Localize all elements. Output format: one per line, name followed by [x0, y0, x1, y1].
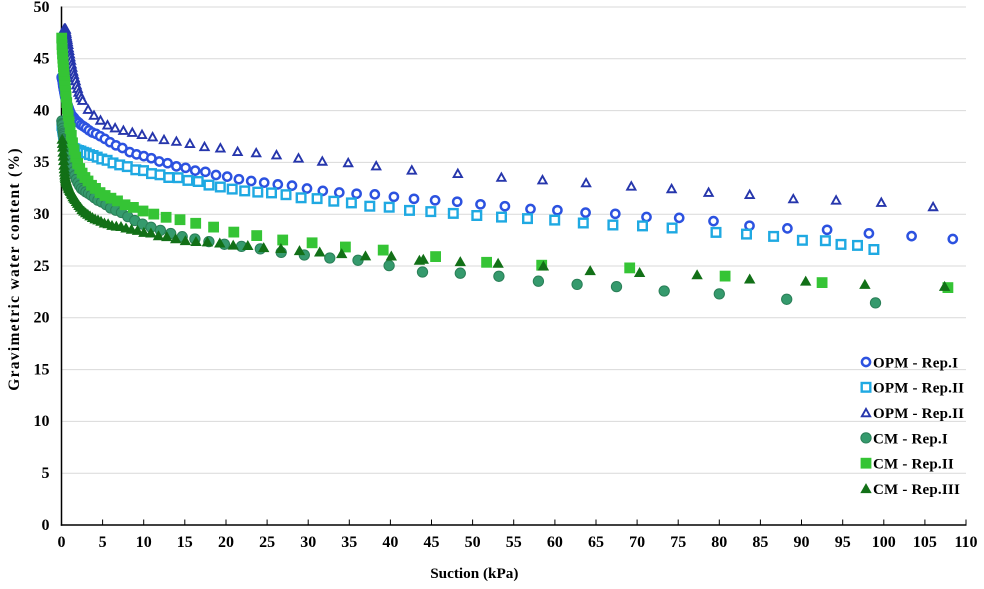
svg-text:5: 5 [99, 534, 107, 551]
svg-text:35: 35 [341, 534, 357, 551]
svg-text:20: 20 [218, 534, 234, 551]
svg-text:110: 110 [954, 534, 977, 551]
svg-text:45: 45 [424, 534, 440, 551]
svg-text:0: 0 [58, 534, 66, 551]
svg-text:0: 0 [42, 517, 50, 534]
svg-text:45: 45 [34, 51, 50, 68]
svg-text:CM - Rep.III: CM - Rep.III [873, 482, 960, 498]
svg-text:80: 80 [711, 534, 727, 551]
svg-text:40: 40 [382, 534, 398, 551]
svg-text:25: 25 [259, 534, 275, 551]
svg-text:40: 40 [34, 102, 50, 119]
svg-text:30: 30 [34, 206, 50, 223]
svg-text:20: 20 [34, 310, 50, 327]
svg-text:90: 90 [794, 534, 810, 551]
svg-text:50: 50 [34, 0, 50, 16]
svg-text:95: 95 [835, 534, 851, 551]
svg-text:OPM - Rep.II: OPM - Rep.II [873, 381, 964, 397]
svg-text:105: 105 [913, 534, 937, 551]
svg-text:Suction (kPa): Suction (kPa) [430, 565, 518, 582]
svg-text:50: 50 [465, 534, 481, 551]
svg-text:55: 55 [506, 534, 522, 551]
svg-text:OPM - Rep.II: OPM - Rep.II [873, 406, 964, 422]
svg-text:70: 70 [629, 534, 645, 551]
svg-text:10: 10 [34, 413, 50, 430]
svg-text:85: 85 [752, 534, 768, 551]
svg-text:15: 15 [177, 534, 193, 551]
svg-text:65: 65 [588, 534, 604, 551]
svg-text:30: 30 [300, 534, 316, 551]
svg-text:CM - Rep.I: CM - Rep.I [873, 431, 948, 447]
svg-text:10: 10 [136, 534, 152, 551]
svg-text:60: 60 [547, 534, 563, 551]
svg-text:100: 100 [872, 534, 896, 551]
svg-text:Gravimetric water content (%): Gravimetric water content (%) [6, 147, 23, 391]
svg-text:75: 75 [670, 534, 686, 551]
svg-text:OPM - Rep.I: OPM - Rep.I [873, 355, 958, 371]
svg-text:CM - Rep.II: CM - Rep.II [873, 457, 954, 473]
svg-text:35: 35 [34, 154, 50, 171]
svg-text:15: 15 [34, 361, 50, 378]
svg-text:25: 25 [34, 258, 50, 275]
svg-text:5: 5 [42, 465, 50, 482]
